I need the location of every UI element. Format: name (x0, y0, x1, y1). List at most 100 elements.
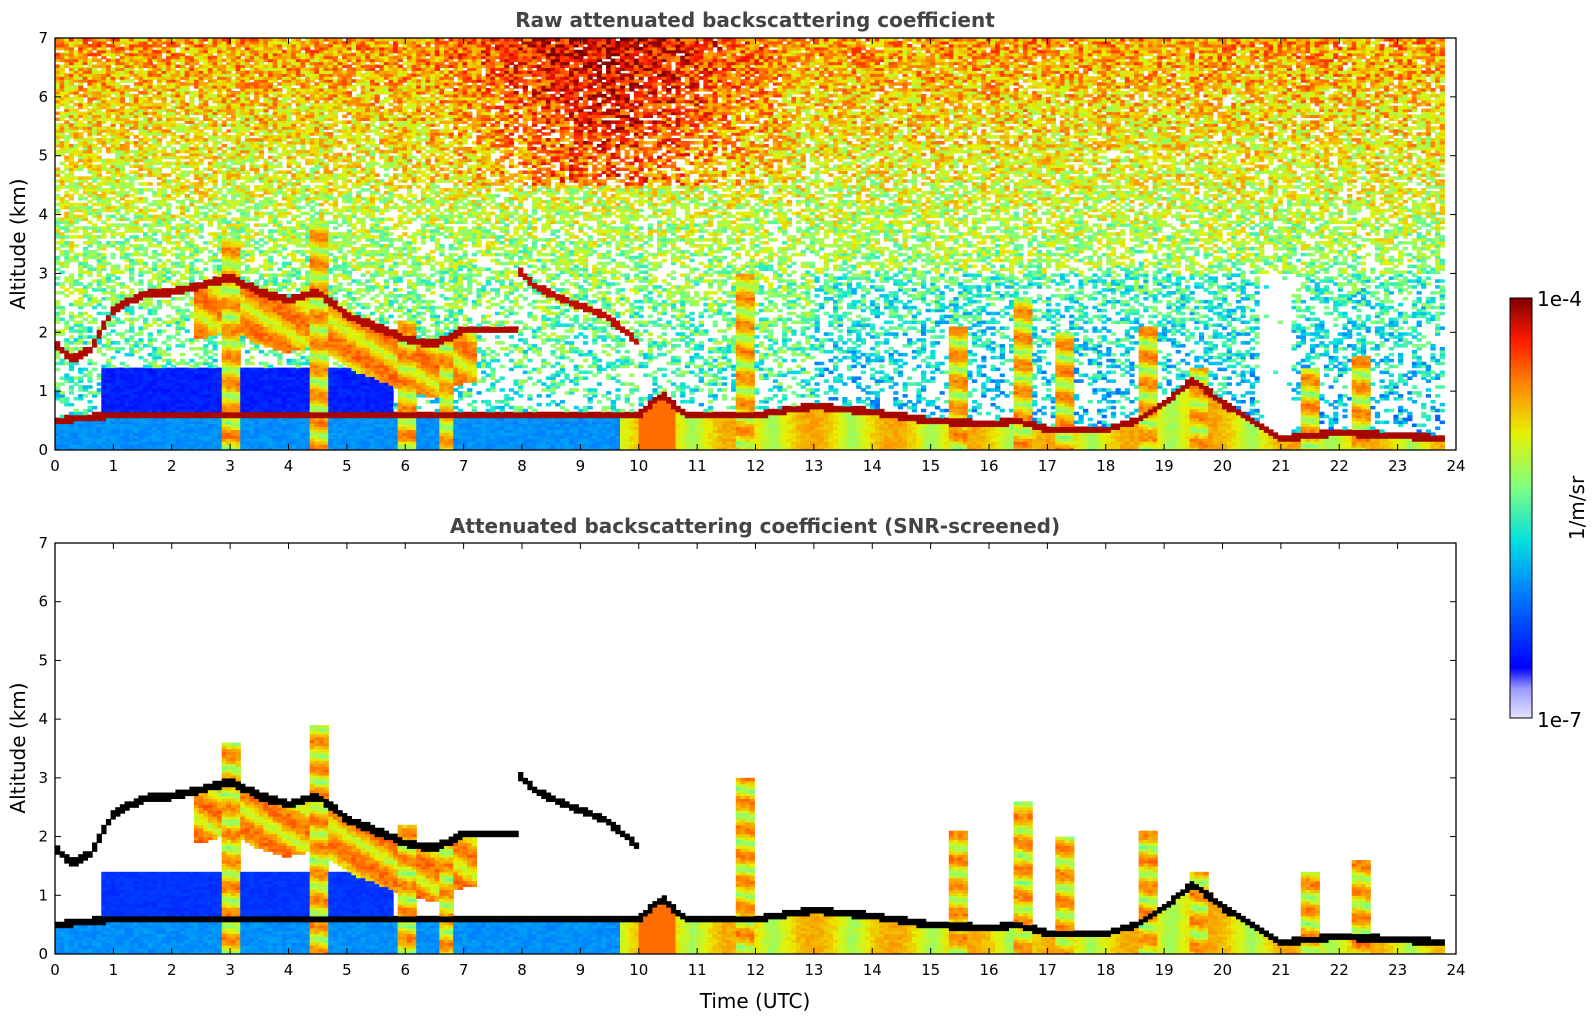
heatmap-cell (87, 109, 92, 113)
heatmap-cell (92, 268, 97, 272)
heatmap-cell (148, 235, 153, 239)
heatmap-cell (185, 194, 190, 198)
heatmap-cell (55, 179, 60, 183)
heatmap-cell (245, 250, 250, 254)
heatmap-cell (106, 176, 111, 180)
heatmap-cell (106, 291, 111, 295)
heatmap-cell (212, 365, 217, 369)
heatmap-cell (92, 138, 97, 142)
heatmap-cell (250, 268, 255, 272)
heatmap-cell (180, 218, 185, 222)
heatmap-cell (250, 229, 255, 233)
heatmap-cell (55, 194, 60, 198)
heatmap-cell (134, 244, 139, 248)
heatmap-cell (259, 368, 264, 372)
heatmap-cell (69, 291, 74, 295)
heatmap-cell (157, 138, 162, 142)
heatmap-cell (148, 256, 153, 260)
heatmap-cell (101, 321, 106, 325)
heatmap-cell (231, 147, 236, 151)
heatmap-cell (101, 276, 106, 280)
heatmap-cell (115, 206, 120, 210)
heatmap-cell (212, 265, 217, 269)
heatmap-cell (97, 388, 102, 392)
heatmap-cell (175, 206, 180, 210)
heatmap-cell (162, 85, 167, 89)
heatmap-cell (143, 206, 148, 210)
heatmap-cell (148, 203, 153, 207)
heatmap-cell (143, 270, 148, 274)
heatmap-cell (245, 359, 250, 363)
heatmap-cell (250, 64, 255, 68)
heatmap-cell (263, 250, 268, 254)
heatmap-cell (60, 170, 65, 174)
heatmap-cell (157, 215, 162, 219)
heatmap-cell (92, 103, 97, 107)
heatmap-cell (83, 138, 88, 142)
heatmap-cell (124, 223, 129, 227)
heatmap-cell (199, 170, 204, 174)
heatmap-cell (78, 194, 83, 198)
heatmap-cell (189, 312, 194, 316)
heatmap-cell (175, 270, 180, 274)
heatmap-cell (166, 109, 171, 113)
heatmap-cell (199, 120, 204, 124)
heatmap-cell (64, 235, 69, 239)
heatmap-cell (120, 347, 125, 351)
heatmap-cell (120, 203, 125, 207)
heatmap-cell (111, 117, 116, 121)
heatmap-cell (180, 273, 185, 277)
heatmap-cell (74, 85, 79, 89)
heatmap-cell (74, 226, 79, 230)
heatmap-cell (208, 241, 213, 245)
heatmap-cell (92, 64, 97, 68)
heatmap-cell (194, 353, 199, 357)
heatmap-cell (134, 94, 139, 98)
heatmap-cell (92, 335, 97, 339)
heatmap-cell (69, 347, 74, 351)
heatmap-cell (92, 362, 97, 366)
heatmap-cell (268, 256, 273, 260)
heatmap-cell (97, 279, 102, 283)
heatmap-cell (157, 365, 162, 369)
heatmap-cell (185, 309, 190, 313)
heatmap-cell (87, 415, 92, 419)
heatmap-cell (101, 253, 106, 257)
heatmap-cell (111, 67, 116, 71)
heatmap-cell (240, 176, 245, 180)
heatmap-cell (180, 135, 185, 139)
heatmap-cell (263, 212, 268, 216)
heatmap-cell (60, 112, 65, 116)
heatmap-cell (111, 241, 116, 245)
heatmap-cell (259, 194, 264, 198)
heatmap-cell (60, 282, 65, 286)
heatmap-cell (115, 200, 120, 204)
heatmap-cell (83, 88, 88, 92)
heatmap-cell (171, 226, 176, 230)
heatmap-cell (115, 223, 120, 227)
heatmap-cell (259, 350, 264, 354)
heatmap-cell (106, 215, 111, 219)
heatmap-cell (194, 206, 199, 210)
heatmap-cell (240, 262, 245, 266)
heatmap-cell (83, 373, 88, 377)
heatmap-cell (64, 250, 69, 254)
heatmap-cell (143, 70, 148, 74)
heatmap-cell (199, 270, 204, 274)
heatmap-cell (226, 123, 231, 127)
heatmap-cell (171, 318, 176, 322)
heatmap-cell (69, 106, 74, 110)
heatmap-cell (87, 206, 92, 210)
heatmap-cell (129, 200, 134, 204)
heatmap-cell (111, 206, 116, 210)
heatmap-cell (101, 62, 106, 66)
heatmap-cell (124, 129, 129, 133)
heatmap-cell (268, 115, 273, 119)
heatmap-cell (111, 197, 116, 201)
heatmap-cell (199, 218, 204, 222)
heatmap-cell (199, 147, 204, 151)
heatmap-cell (111, 341, 116, 345)
heatmap-cell (240, 50, 245, 54)
heatmap-cell (189, 215, 194, 219)
heatmap-cell (212, 203, 217, 207)
